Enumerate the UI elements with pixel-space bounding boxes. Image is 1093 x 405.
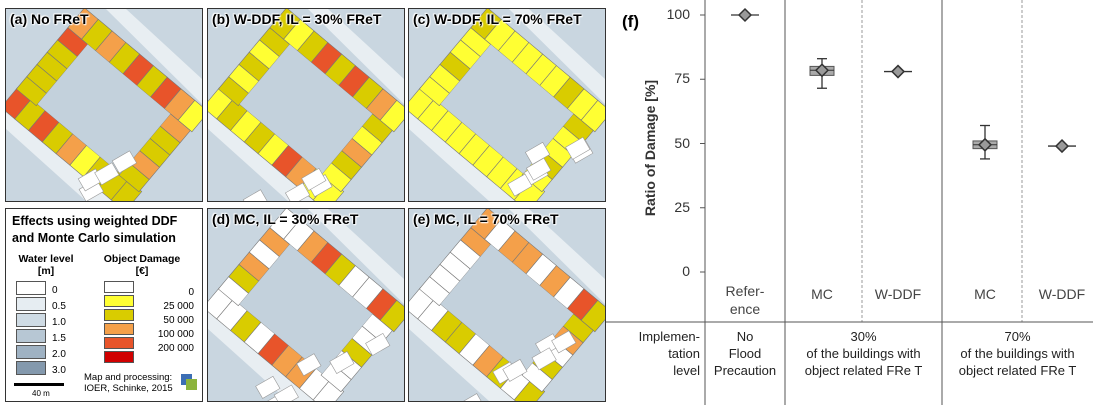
y-axis-label: Ratio of Damage [%]	[642, 58, 658, 238]
map-panel: (a) No FReT	[5, 8, 203, 202]
legend-title: Effects using weighted DDF and Monte Car…	[12, 213, 177, 247]
panel-title: (a) No FReT	[10, 11, 89, 27]
legend-swatch	[16, 361, 46, 375]
legend-swatch	[16, 345, 46, 359]
legend-header: Water level [m]	[10, 253, 82, 277]
map-panel: (e) MC, IL = 70% FReT	[408, 208, 606, 402]
map	[208, 209, 404, 401]
x-tick-label: Refer- ence	[705, 282, 785, 318]
legend-swatch	[104, 323, 134, 335]
map	[409, 209, 605, 401]
row-label: Implemen- tation level	[610, 328, 700, 379]
legend: Effects using weighted DDF and Monte Car…	[5, 208, 203, 402]
legend-swatch	[104, 309, 134, 321]
map	[6, 9, 202, 201]
legend-label: 0.5	[52, 301, 66, 312]
x-tick-label: W-DDF	[1022, 285, 1093, 303]
legend-label: 1.0	[52, 317, 66, 328]
legend-label: 50 000	[136, 315, 194, 326]
logo-part	[186, 379, 197, 390]
map-panel: (d) MC, IL = 30% FReT	[207, 208, 405, 402]
group-label: 70% of the buildings with object related…	[942, 328, 1093, 379]
marker	[1056, 140, 1068, 152]
legend-label: 3.0	[52, 365, 66, 376]
map-panel: (c) W-DDF, IL = 70% FReT	[408, 8, 606, 202]
panel-title: (b) W-DDF, IL = 30% FReT	[212, 11, 381, 27]
legend-label: 2.0	[52, 349, 66, 360]
legend-swatch	[104, 281, 134, 293]
legend-label: 0	[52, 285, 58, 296]
marker	[739, 9, 751, 21]
group-label: No Flood Precaution	[705, 328, 785, 379]
legend-label: 0	[136, 287, 194, 298]
y-tick-label: 100	[650, 6, 690, 22]
map	[208, 9, 404, 201]
legend-swatch	[16, 297, 46, 311]
legend-swatch	[16, 313, 46, 327]
map-panel: (b) W-DDF, IL = 30% FReT	[207, 8, 405, 202]
scale-label: 40 m	[32, 389, 50, 398]
legend-label: 100 000	[136, 329, 194, 340]
panel-title: (d) MC, IL = 30% FReT	[212, 211, 358, 227]
map	[409, 9, 605, 201]
x-tick-label: W-DDF	[858, 285, 938, 303]
legend-header: Object Damage [€]	[92, 253, 192, 277]
panel-title: (e) MC, IL = 70% FReT	[413, 211, 559, 227]
legend-label: 25 000	[136, 301, 194, 312]
page: (a) No FReT (b) W-DDF, IL = 30% FReT (c)…	[0, 0, 1093, 405]
legend-label: 1.5	[52, 333, 66, 344]
legend-swatch	[104, 351, 134, 363]
group-label: 30% of the buildings with object related…	[785, 328, 942, 379]
legend-swatch	[16, 329, 46, 343]
marker	[892, 66, 904, 78]
logo	[180, 373, 198, 391]
y-tick-label: 0	[650, 263, 690, 279]
credit: Map and processing: IOER, Schinke, 2015	[84, 372, 173, 394]
legend-label: 200 000	[136, 343, 194, 354]
x-tick-label: MC	[782, 285, 862, 303]
panel-label: (f)	[622, 12, 639, 32]
scale-bar	[14, 383, 64, 386]
panel-title: (c) W-DDF, IL = 70% FReT	[413, 11, 582, 27]
x-tick-label: MC	[945, 285, 1025, 303]
legend-swatch	[104, 295, 134, 307]
legend-swatch	[104, 337, 134, 349]
legend-swatch	[16, 281, 46, 295]
